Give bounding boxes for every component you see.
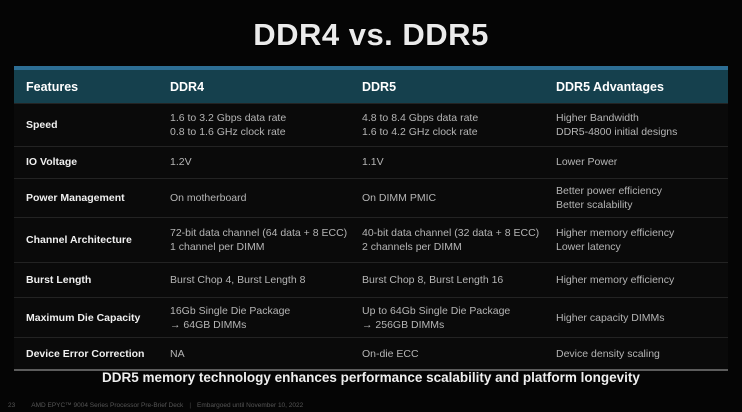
ddr4-cell: 72-bit data channel (64 data + 8 ECC) 1 … [170,227,348,254]
advantages-cell: Lower Power [556,156,618,169]
ddr5-cell: Burst Chop 8, Burst Length 16 [362,274,504,287]
table-row-device-error-correction: Device Error Correction NA On-die ECC De… [14,337,728,370]
table-row-speed: Speed 1.6 to 3.2 Gbps data rate 0.8 to 1… [14,103,728,146]
column-header-ddr4: DDR4 [170,79,205,94]
feature-cell: Speed [26,118,58,131]
footer-headline: DDR5 memory technology enhances performa… [102,370,640,385]
advantages-cell: Higher memory efficiency [556,274,675,287]
footer-divider: | [189,402,192,409]
advantages-cell: Higher memory efficiency Lower latency [556,227,675,254]
feature-cell: Channel Architecture [26,234,132,247]
column-header-ddr5-advantages: DDR5 Advantages [556,79,664,94]
embargo-label: Embargoed until November 10, 2022 [197,402,304,409]
feature-cell: IO Voltage [26,156,78,169]
ddr4-cell: 16Gb Single Die Package → 64GB DIMMs [170,304,291,331]
column-header-features: Features [26,79,79,94]
ddr4-cell: Burst Chop 4, Burst Length 8 [170,274,306,287]
feature-cell: Maximum Die Capacity [26,311,141,324]
ddr5-cell: Up to 64Gb Single Die Package → 256GB DI… [362,304,511,331]
advantages-cell: Device density scaling [556,347,660,360]
table-row-maximum-die-capacity: Maximum Die Capacity 16Gb Single Die Pac… [14,297,728,338]
ddr4-cell: On motherboard [170,192,247,205]
ddr4-cell: 1.6 to 3.2 Gbps data rate 0.8 to 1.6 GHz… [170,111,287,138]
page-number: 23 [8,402,16,409]
advantages-cell: Higher capacity DIMMs [556,311,665,324]
feature-cell: Burst Length [26,274,92,287]
ddr5-cell: On-die ECC [362,347,419,360]
ddr4-cell: NA [170,347,185,360]
ddr5-cell: 40-bit data channel (32 data + 8 ECC) 2 … [362,227,540,254]
advantages-cell: Higher Bandwidth DDR5-4800 initial desig… [556,111,678,138]
ddr4-cell: 1.2V [170,156,192,169]
slide-title: DDR4 vs. DDR5 [253,17,489,52]
advantages-cell: Better power efficiency Better scalabili… [556,185,663,212]
feature-cell: Power Management [26,192,125,205]
table-row-power-management: Power Management On motherboard On DIMM … [14,178,728,218]
table-row-io-voltage: IO Voltage 1.2V 1.1V Lower Power [14,146,728,178]
table-header-row: Features DDR4 DDR5 DDR5 Advantages [14,66,728,103]
deck-label: AMD EPYC™ 9004 Series Processor Pre-Brie… [31,402,184,409]
ddr5-cell: 4.8 to 8.4 Gbps data rate 1.6 to 4.2 GHz… [362,111,479,138]
feature-cell: Device Error Correction [26,347,145,360]
table-row-channel-architecture: Channel Architecture 72-bit data channel… [14,217,728,263]
footer-meta: 23 AMD EPYC™ 9004 Series Processor Pre-B… [8,402,303,409]
ddr5-cell: On DIMM PMIC [362,192,437,205]
comparison-table: Features DDR4 DDR5 DDR5 Advantages Speed… [14,66,728,372]
table-row-burst-length: Burst Length Burst Chop 4, Burst Length … [14,262,728,298]
ddr5-cell: 1.1V [362,156,384,169]
column-header-ddr5: DDR5 [362,79,397,94]
